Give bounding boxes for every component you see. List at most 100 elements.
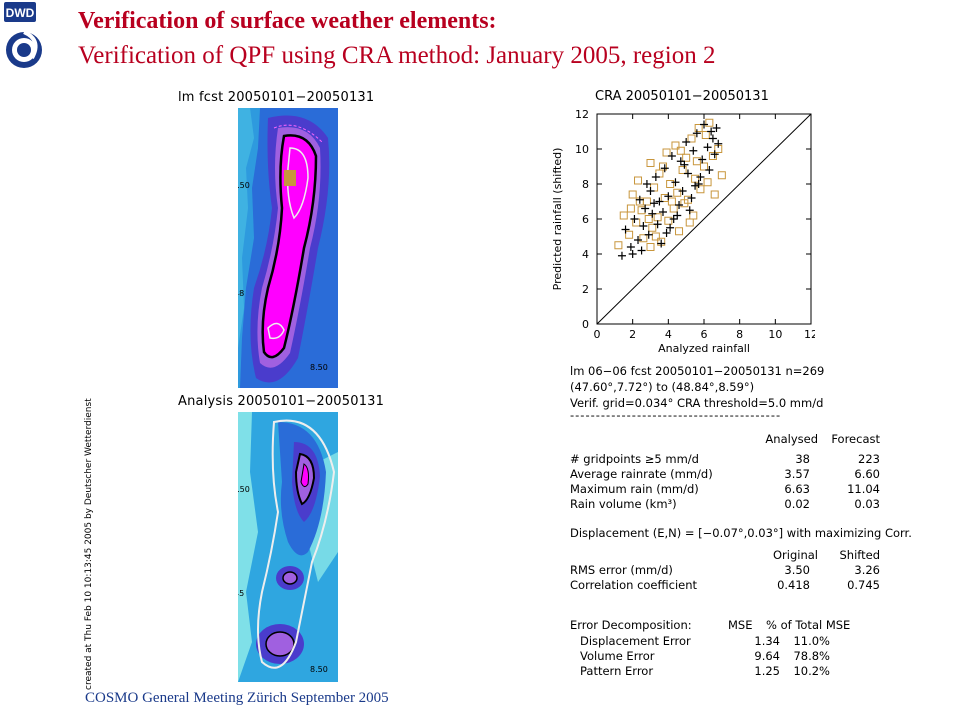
scatter-point-square (639, 234, 648, 243)
scatter-point-square (614, 241, 623, 250)
scatter-point-plus (642, 180, 651, 188)
scatter-point-plus (669, 215, 678, 223)
stats-error-row-value-a: 0.418 (777, 578, 810, 592)
scatter-point-square (708, 152, 717, 160)
lat-label: 48 (238, 289, 244, 298)
scatter-point-square (671, 141, 680, 150)
scatter-point-plus (644, 230, 653, 239)
scatter-point-square (653, 213, 662, 222)
scatter-point-plus (655, 197, 664, 206)
stats-decomp-row-label: Displacement Error (580, 634, 691, 648)
scatter-point-square (648, 223, 657, 232)
scatter-point-square (685, 218, 694, 227)
stats-decomp-row-value-b: 10.2% (793, 664, 830, 678)
stats-decomp-row-value-b: 11.0% (793, 634, 830, 648)
logo-text: DWD (6, 6, 35, 20)
scatter-point-square (634, 176, 643, 185)
y-tick-label: 4 (582, 248, 589, 261)
scatter-point-plus (634, 236, 643, 244)
scatter-point-plus (667, 152, 676, 160)
scatter-point-plus (671, 178, 680, 187)
scatter-point-square (642, 197, 651, 206)
scatter-point-plus (651, 173, 660, 181)
col-analysed: Analysed (765, 432, 818, 446)
scatter-point-square (619, 211, 628, 220)
scatter-point-plus (689, 146, 698, 155)
stats-row-label: Maximum rain (mm/d) (570, 482, 699, 496)
stats-row-value-a: 0.02 (784, 497, 810, 511)
scatter-point-square (701, 131, 710, 139)
y-tick-label: 6 (582, 213, 589, 226)
stats-row-value-b: 0.03 (854, 497, 880, 511)
col-original: Original (772, 548, 818, 562)
scatter-point-plus (666, 223, 675, 232)
scatter-point-square (676, 146, 685, 155)
stats-row-label: # gridpoints ≥5 mm/d (570, 452, 699, 466)
scatter-point-plus (657, 239, 666, 248)
stats-row-value-b: 223 (858, 452, 880, 466)
scatter-point-square (646, 159, 655, 167)
stats-decomp-row-label: Volume Error (580, 649, 655, 663)
y-tick-label: 8 (582, 178, 589, 191)
scatter-point-plus (628, 250, 637, 258)
scatter-point-plus (630, 215, 639, 223)
scatter-point-square (667, 197, 676, 206)
lat-label: 45 (238, 589, 244, 598)
scatter-point-square (651, 232, 660, 241)
lat-label: 3.50 (238, 485, 250, 494)
lat-label: 8.50 (310, 665, 328, 674)
stats-decomp-row-value-a: 1.34 (754, 634, 780, 648)
scatter-point-square (682, 153, 691, 162)
scatter-point-plus (714, 139, 723, 148)
stats-error-row-value-b: 0.745 (847, 578, 880, 592)
forecast-precip-map: 3.50 48 8.50 (232, 108, 338, 393)
scatter-point-square (696, 185, 705, 194)
stats-decomp-row-label: Pattern Error (580, 664, 654, 678)
scatter-point-plus (653, 220, 662, 229)
scatter-point-square (675, 227, 684, 236)
x-tick-label: 2 (629, 328, 636, 341)
stats-row-value-b: 11.04 (847, 482, 880, 496)
scatter-point-plus (685, 206, 694, 215)
scatter-point-plus (691, 181, 700, 190)
lat-label: 3.50 (238, 181, 250, 190)
scatter-point-square (694, 124, 703, 132)
scatter-point-square (692, 157, 701, 166)
stats-header-3: Verif. grid=0.034° CRA threshold=5.0 mm/… (570, 396, 824, 410)
stats-decomp-row-value-a: 1.25 (754, 664, 780, 678)
scatter-point-plus (694, 180, 703, 188)
scatter-point-square (669, 204, 678, 213)
scatter-point-plus (692, 129, 701, 138)
scatter-point-plus (708, 134, 717, 143)
stats-decomp-row-value-a: 9.64 (754, 649, 780, 663)
x-tick-label: 8 (736, 328, 743, 341)
analysis-map-caption: Analysis 20050101−20050131 (178, 394, 385, 409)
stats-row-value-a: 6.63 (784, 482, 810, 496)
scatter-point-plus (680, 160, 689, 169)
stats-header-2: (47.60°,7.72°) to (48.84°,8.59°) (570, 380, 755, 394)
stats-row-label: Average rainrate (mm/d) (570, 467, 713, 481)
decomp-title: Error Decomposition: (570, 618, 692, 632)
stats-row-value-a: 3.57 (784, 467, 810, 481)
scatter-point-plus (637, 246, 646, 255)
y-tick-label: 10 (575, 143, 589, 156)
scatter-point-square (650, 183, 659, 192)
x-tick-label: 12 (804, 328, 815, 341)
scatter-point-square (673, 188, 682, 197)
scatter-point-plus (639, 222, 648, 230)
scatter-point-square (628, 190, 637, 199)
scatter-point-plus (687, 194, 696, 202)
scatter-point-plus (660, 164, 669, 173)
scatter-point-plus (683, 169, 692, 178)
cra-scatter-chart: CRA 20050101−20050131 0 2 4 6 8 10 12 0 2 4 6 8 10 12… (551, 89, 815, 355)
scatter-point-square (644, 215, 653, 223)
scatter-point-square (717, 171, 726, 180)
x-tick-label: 0 (594, 328, 601, 341)
stats-decomp-row-value-b: 78.8% (793, 649, 830, 663)
scatter-point-square (626, 204, 635, 213)
x-tick-label: 10 (768, 328, 782, 341)
slide-footer: COSMO General Meeting Zürich September 2… (85, 690, 389, 706)
stats-error-row-value-a: 3.50 (784, 563, 810, 577)
lat-label: 8.50 (310, 363, 328, 372)
scatter-point-plus (650, 199, 659, 208)
